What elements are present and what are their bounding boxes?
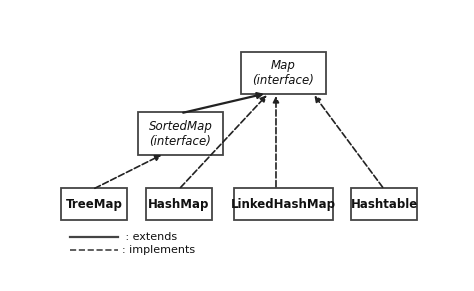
FancyBboxPatch shape [351, 188, 418, 220]
Text: : extends: : extends [122, 233, 177, 242]
Text: HashMap: HashMap [148, 198, 210, 211]
Text: LinkedHashMap: LinkedHashMap [231, 198, 336, 211]
Text: Map
(interface): Map (interface) [252, 59, 314, 87]
Text: TreeMap: TreeMap [66, 198, 123, 211]
Text: : implements: : implements [122, 245, 195, 255]
FancyBboxPatch shape [61, 188, 127, 220]
FancyBboxPatch shape [138, 112, 223, 155]
Text: Hashtable: Hashtable [351, 198, 418, 211]
FancyBboxPatch shape [146, 188, 212, 220]
FancyBboxPatch shape [241, 52, 326, 94]
FancyBboxPatch shape [234, 188, 333, 220]
Text: SortedMap
(interface): SortedMap (interface) [148, 120, 212, 148]
